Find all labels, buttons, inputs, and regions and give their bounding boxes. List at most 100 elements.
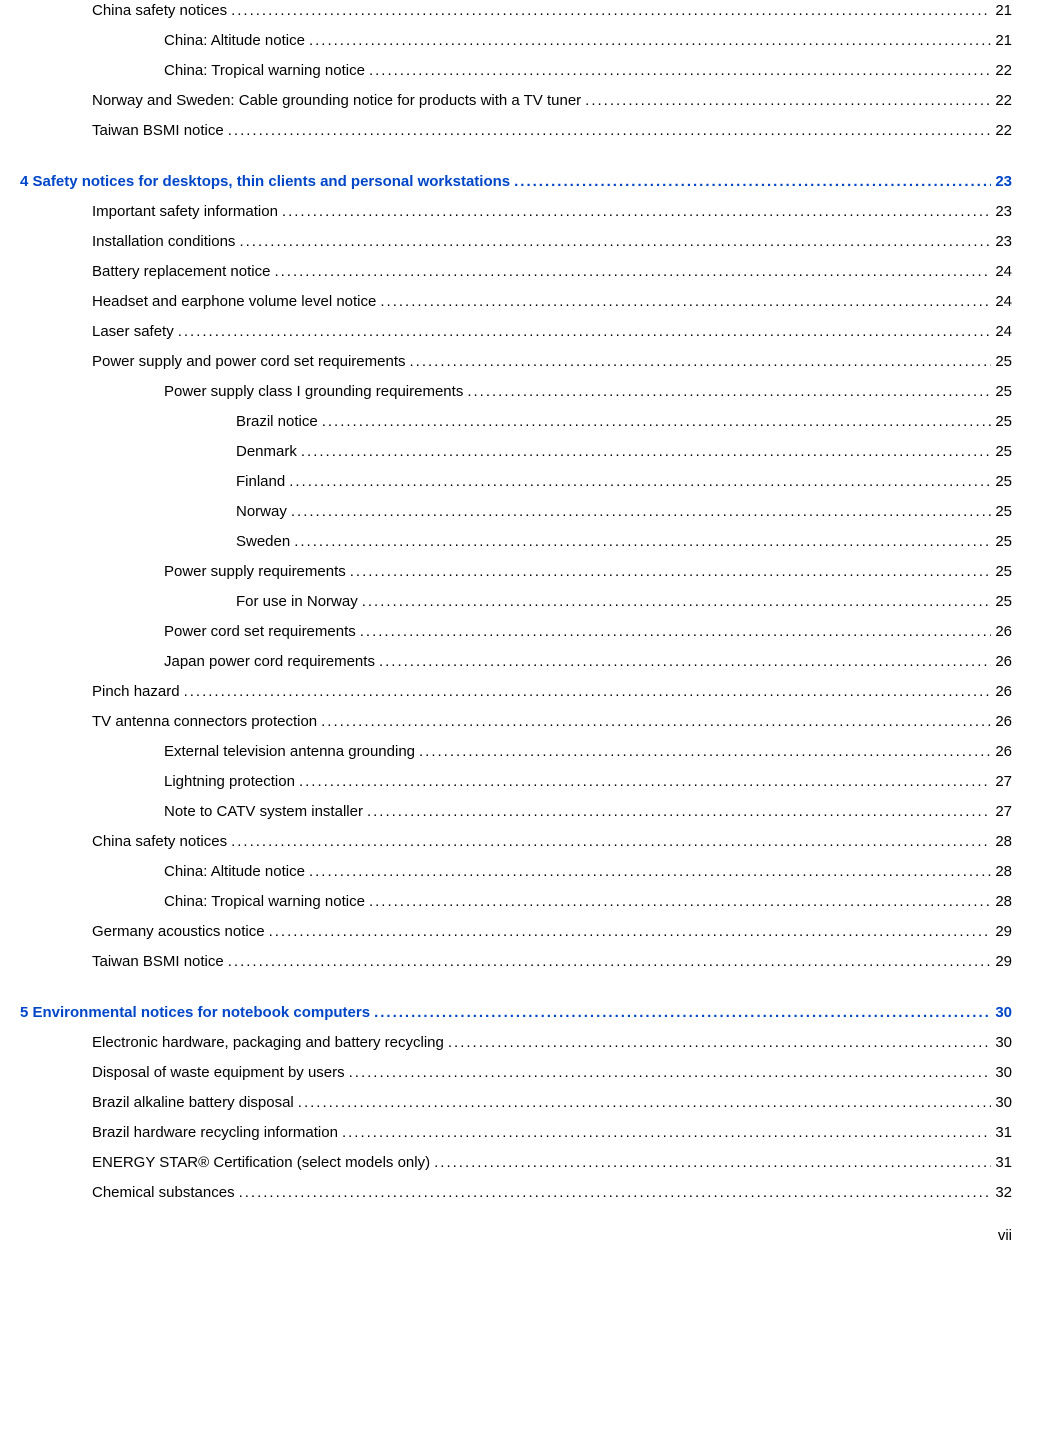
- toc-entry-page: 22: [995, 120, 1012, 141]
- toc-leader-dots: [369, 60, 991, 81]
- toc-leader-dots: [362, 591, 992, 612]
- toc-entry-row[interactable]: Installation conditions23: [92, 231, 1012, 252]
- toc-list: China safety notices21China: Altitude no…: [20, 0, 1012, 1203]
- toc-entry-page: 30: [995, 1062, 1012, 1083]
- toc-leader-dots: [367, 801, 991, 822]
- toc-entry-label: Brazil notice: [236, 411, 318, 432]
- toc-entry-row[interactable]: Important safety information23: [92, 201, 1012, 222]
- toc-entry-row[interactable]: Laser safety24: [92, 321, 1012, 342]
- toc-entry-page: 23: [995, 171, 1012, 192]
- toc-entry-row[interactable]: Sweden 25: [236, 531, 1012, 552]
- toc-entry-row[interactable]: China safety notices28: [92, 831, 1012, 852]
- toc-leader-dots: [434, 1152, 991, 1173]
- toc-chapter-row[interactable]: 5 Environmental notices for notebook com…: [20, 1002, 1012, 1023]
- toc-entry-row[interactable]: Taiwan BSMI notice 22: [92, 120, 1012, 141]
- toc-entry-label: Brazil alkaline battery disposal: [92, 1092, 294, 1113]
- toc-entry-row[interactable]: TV antenna connectors protection 26: [92, 711, 1012, 732]
- toc-entry-page: 30: [995, 1002, 1012, 1023]
- toc-entry-label: China: Altitude notice: [164, 30, 305, 51]
- toc-entry-row[interactable]: Brazil hardware recycling information31: [92, 1122, 1012, 1143]
- toc-leader-dots: [309, 861, 991, 882]
- toc-entry-row[interactable]: China safety notices 21: [92, 0, 1012, 21]
- toc-entry-row[interactable]: ENERGY STAR® Certification (select model…: [92, 1152, 1012, 1173]
- toc-entry-label: Electronic hardware, packaging and batte…: [92, 1032, 444, 1053]
- toc-entry-page: 21: [995, 30, 1012, 51]
- toc-entry-page: 24: [995, 291, 1012, 312]
- toc-entry-label: China: Tropical warning notice: [164, 60, 365, 81]
- toc-entry-row[interactable]: Finland25: [236, 471, 1012, 492]
- toc-entry-row[interactable]: Power cord set requirements26: [164, 621, 1012, 642]
- toc-entry-row[interactable]: Brazil alkaline battery disposal 30: [92, 1092, 1012, 1113]
- toc-entry-row[interactable]: Norway25: [236, 501, 1012, 522]
- toc-entry-label: Sweden: [236, 531, 290, 552]
- toc-entry-row[interactable]: Power supply class I grounding requireme…: [164, 381, 1012, 402]
- toc-entry-page: 25: [995, 531, 1012, 552]
- toc-entry-row[interactable]: Electronic hardware, packaging and batte…: [92, 1032, 1012, 1053]
- toc-entry-label: TV antenna connectors protection: [92, 711, 317, 732]
- toc-entry-row[interactable]: Disposal of waste equipment by users30: [92, 1062, 1012, 1083]
- toc-page: China safety notices21China: Altitude no…: [0, 0, 1052, 1274]
- toc-entry-row[interactable]: Germany acoustics notice29: [92, 921, 1012, 942]
- toc-entry-row[interactable]: Brazil notice 25: [236, 411, 1012, 432]
- toc-entry-row[interactable]: Japan power cord requirements26: [164, 651, 1012, 672]
- toc-entry-page: 24: [995, 261, 1012, 282]
- toc-entry-page: 25: [995, 591, 1012, 612]
- page-number-footer: vii: [20, 1227, 1012, 1244]
- toc-leader-dots: [289, 471, 991, 492]
- toc-leader-dots: [231, 0, 991, 21]
- toc-entry-row[interactable]: Pinch hazard26: [92, 681, 1012, 702]
- toc-entry-page: 32: [995, 1182, 1012, 1203]
- toc-leader-dots: [419, 741, 991, 762]
- toc-entry-label: Power cord set requirements: [164, 621, 356, 642]
- toc-entry-label: Power supply requirements: [164, 561, 346, 582]
- toc-entry-row[interactable]: China: Tropical warning notice28: [164, 891, 1012, 912]
- toc-entry-page: 31: [995, 1152, 1012, 1173]
- toc-entry-page: 28: [995, 861, 1012, 882]
- toc-leader-dots: [178, 321, 992, 342]
- toc-leader-dots: [231, 831, 991, 852]
- toc-entry-page: 22: [995, 60, 1012, 81]
- toc-entry-page: 26: [995, 681, 1012, 702]
- toc-leader-dots: [291, 501, 991, 522]
- toc-entry-row[interactable]: Power supply requirements25: [164, 561, 1012, 582]
- toc-entry-row[interactable]: China: Tropical warning notice 22: [164, 60, 1012, 81]
- toc-entry-row[interactable]: External television antenna grounding26: [164, 741, 1012, 762]
- toc-leader-dots: [467, 381, 991, 402]
- toc-entry-row[interactable]: Lightning protection27: [164, 771, 1012, 792]
- toc-entry-page: 30: [995, 1092, 1012, 1113]
- toc-entry-row[interactable]: Denmark25: [236, 441, 1012, 462]
- toc-entry-label: 4 Safety notices for desktops, thin clie…: [20, 171, 510, 192]
- toc-leader-dots: [374, 1002, 991, 1023]
- toc-entry-row[interactable]: Norway and Sweden: Cable grounding notic…: [92, 90, 1012, 111]
- toc-entry-label: China: Altitude notice: [164, 861, 305, 882]
- toc-entry-row[interactable]: Headset and earphone volume level notice…: [92, 291, 1012, 312]
- toc-leader-dots: [448, 1032, 991, 1053]
- toc-leader-dots: [369, 891, 991, 912]
- toc-entry-row[interactable]: China: Altitude notice 28: [164, 861, 1012, 882]
- toc-entry-row[interactable]: Battery replacement notice24: [92, 261, 1012, 282]
- toc-entry-row[interactable]: Power supply and power cord set requirem…: [92, 351, 1012, 372]
- toc-entry-page: 26: [995, 711, 1012, 732]
- toc-entry-page: 27: [995, 771, 1012, 792]
- toc-entry-row[interactable]: China: Altitude notice 21: [164, 30, 1012, 51]
- toc-leader-dots: [299, 771, 991, 792]
- toc-leader-dots: [410, 351, 992, 372]
- toc-entry-page: 25: [995, 381, 1012, 402]
- toc-entry-row[interactable]: Chemical substances32: [92, 1182, 1012, 1203]
- toc-entry-page: 26: [995, 741, 1012, 762]
- toc-leader-dots: [282, 201, 991, 222]
- toc-entry-label: Taiwan BSMI notice: [92, 120, 224, 141]
- toc-entry-row[interactable]: For use in Norway25: [236, 591, 1012, 612]
- toc-entry-label: Installation conditions: [92, 231, 235, 252]
- toc-leader-dots: [239, 231, 991, 252]
- toc-entry-row[interactable]: Taiwan BSMI notice29: [92, 951, 1012, 972]
- toc-entry-page: 24: [995, 321, 1012, 342]
- toc-entry-label: China: Tropical warning notice: [164, 891, 365, 912]
- toc-entry-row[interactable]: Note to CATV system installer27: [164, 801, 1012, 822]
- toc-entry-label: China safety notices: [92, 0, 227, 21]
- toc-leader-dots: [514, 171, 991, 192]
- toc-entry-page: 25: [995, 411, 1012, 432]
- toc-chapter-row[interactable]: 4 Safety notices for desktops, thin clie…: [20, 171, 1012, 192]
- toc-entry-page: 21: [995, 0, 1012, 21]
- toc-entry-page: 22: [995, 90, 1012, 111]
